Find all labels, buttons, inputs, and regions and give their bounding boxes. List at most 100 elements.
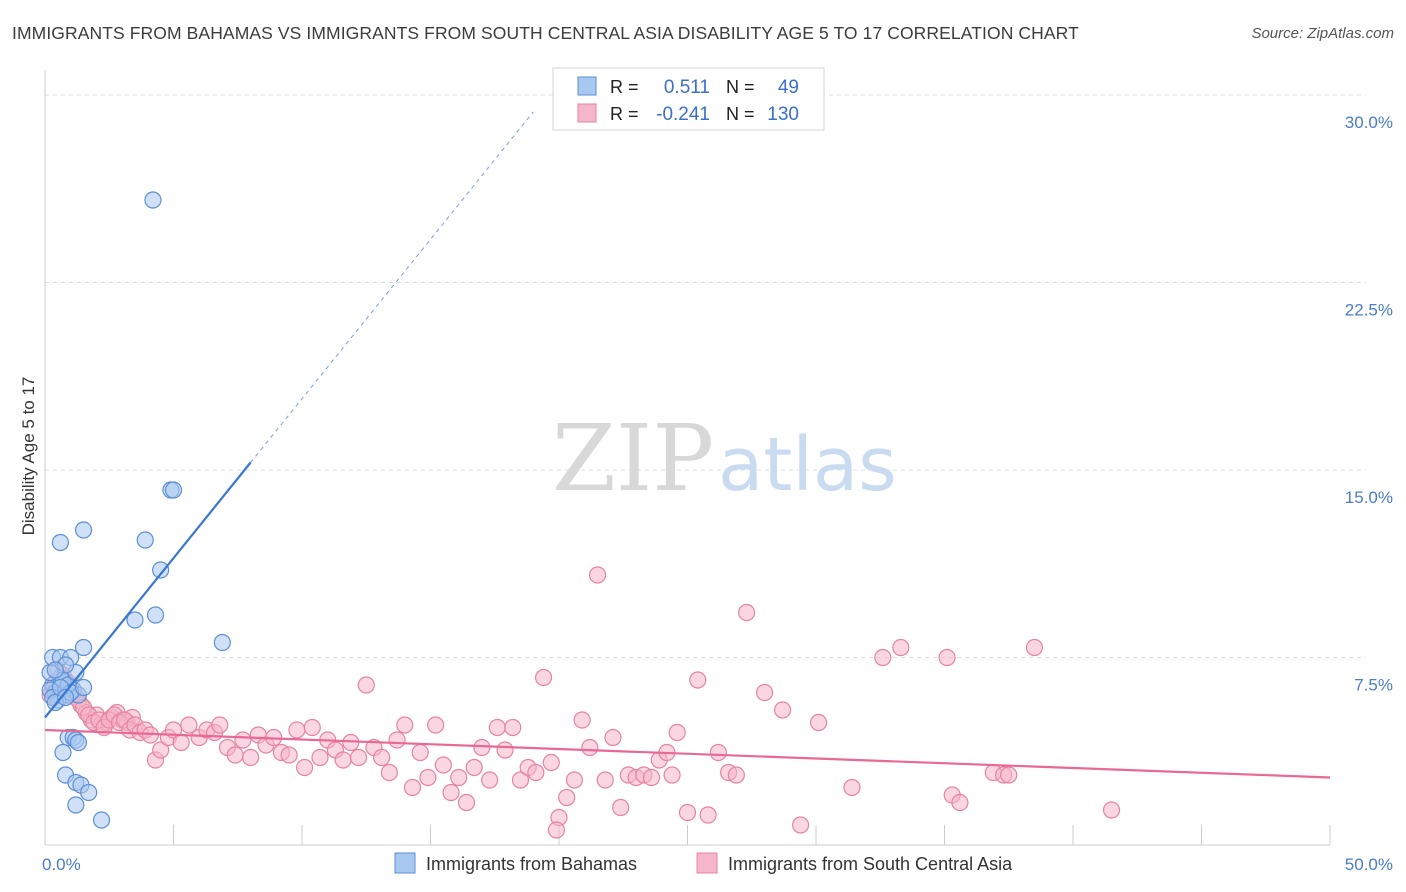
legend-label-south-central-asia: Immigrants from South Central Asia bbox=[728, 854, 1013, 874]
south-central-asia-point-95 bbox=[588, 566, 607, 584]
south-central-asia-point-120 bbox=[892, 638, 910, 657]
legend-label-bahamas: Immigrants from Bahamas bbox=[426, 854, 637, 874]
south-central-asia-point-55 bbox=[280, 746, 298, 764]
bahamas-point-19 bbox=[56, 688, 75, 707]
south-central-asia-point-73 bbox=[419, 768, 437, 787]
south-central-asia-point-129 bbox=[547, 821, 566, 839]
bahamas-point-40 bbox=[67, 796, 85, 814]
south-central-asia-point-128 bbox=[1102, 801, 1121, 819]
south-central-asia-point-64 bbox=[349, 748, 368, 767]
south-central-asia-point-113 bbox=[738, 603, 756, 622]
south-central-asia-point-96 bbox=[596, 771, 614, 789]
chart-title: IMMIGRANTS FROM BAHAMAS VS IMMIGRANTS FR… bbox=[12, 23, 1079, 43]
south-central-asia-point-110 bbox=[709, 743, 727, 762]
stats-r-value-blue: 0.511 bbox=[664, 77, 710, 98]
source-credit: Source: ZipAtlas.com bbox=[1251, 25, 1394, 42]
bahamas-point-41 bbox=[92, 811, 111, 829]
south-central-asia-point-88 bbox=[534, 668, 553, 687]
bahamas-point-48 bbox=[213, 633, 231, 652]
bahamas-point-42 bbox=[126, 611, 144, 629]
south-central-asia-point-106 bbox=[668, 723, 686, 742]
bahamas-point-39 bbox=[80, 783, 98, 802]
tick-labels: 7.5% 15.0% 22.5% 30.0% 0.0% 50.0% bbox=[42, 113, 1393, 874]
series-bahamas bbox=[41, 191, 231, 829]
south-central-asia-point-62 bbox=[334, 751, 352, 769]
trend-line-bahamas bbox=[44, 461, 252, 719]
south-central-asia-point-42 bbox=[180, 716, 198, 734]
south-central-asia-point-70 bbox=[396, 716, 414, 734]
series-legend: Immigrants from Bahamas Immigrants from … bbox=[394, 852, 1013, 874]
south-central-asia-point-91 bbox=[558, 788, 576, 807]
south-central-asia-point-56 bbox=[288, 721, 306, 739]
bahamas-point-47 bbox=[164, 481, 183, 499]
y-tick-label-3: 30.0% bbox=[1345, 113, 1393, 132]
south-central-asia-point-74 bbox=[427, 716, 445, 734]
bahamas-point-27 bbox=[46, 661, 64, 679]
stats-r-label-pink: R = bbox=[610, 104, 639, 124]
y-tick-label-0: 7.5% bbox=[1354, 676, 1393, 695]
bahamas-point-34 bbox=[69, 733, 88, 752]
south-central-asia-point-102 bbox=[642, 768, 661, 787]
south-central-asia-point-115 bbox=[773, 701, 792, 719]
bahamas-point-49 bbox=[144, 191, 162, 209]
trend-line-bahamas-extension bbox=[250, 111, 534, 463]
grid-lines bbox=[45, 94, 1366, 658]
stats-n-label-pink: N = bbox=[726, 104, 755, 124]
south-central-asia-point-84 bbox=[504, 718, 522, 737]
stats-n-value-blue: 49 bbox=[778, 77, 799, 98]
south-central-asia-point-78 bbox=[457, 793, 476, 812]
south-central-asia-point-72 bbox=[411, 743, 429, 762]
stats-n-label-blue: N = bbox=[726, 77, 755, 97]
stats-swatch-blue bbox=[577, 76, 597, 96]
bahamas-point-35 bbox=[54, 743, 72, 762]
stats-n-value-pink: 130 bbox=[767, 104, 799, 125]
south-central-asia-point-85 bbox=[511, 771, 530, 789]
south-central-asia-point-123 bbox=[951, 793, 969, 812]
south-central-asia-point-59 bbox=[311, 748, 329, 767]
south-central-asia-point-108 bbox=[689, 671, 707, 689]
trend-line-south-central-asia bbox=[44, 728, 1331, 779]
south-central-asia-point-117 bbox=[809, 713, 828, 732]
south-central-asia-point-83 bbox=[496, 741, 514, 759]
south-central-asia-point-127 bbox=[1025, 638, 1044, 657]
bahamas-point-29 bbox=[74, 521, 93, 539]
south-central-asia-point-38 bbox=[152, 741, 170, 759]
south-central-asia-point-112 bbox=[727, 766, 745, 784]
y-tick-label-2: 22.5% bbox=[1345, 301, 1393, 320]
south-central-asia-point-58 bbox=[303, 718, 321, 737]
south-central-asia-point-89 bbox=[542, 753, 560, 772]
south-central-asia-point-107 bbox=[678, 803, 697, 822]
south-central-asia-point-114 bbox=[755, 683, 774, 702]
south-central-asia-point-48 bbox=[226, 746, 244, 764]
south-central-asia-point-97 bbox=[604, 728, 622, 747]
south-central-asia-point-82 bbox=[488, 718, 506, 737]
bahamas-point-43 bbox=[146, 606, 165, 624]
y-axis-label: Disability Age 5 to 17 bbox=[19, 377, 38, 536]
south-central-asia-point-69 bbox=[388, 731, 406, 749]
stats-box-frame bbox=[552, 67, 825, 131]
trend-lines bbox=[44, 111, 1331, 779]
south-central-asia-point-57 bbox=[295, 758, 314, 777]
south-central-asia-point-65 bbox=[357, 676, 375, 694]
bahamas-point-45 bbox=[152, 561, 170, 579]
x-tick-label-0: 0.0% bbox=[42, 855, 81, 874]
legend-swatch-bahamas bbox=[394, 852, 416, 874]
south-central-asia-point-87 bbox=[527, 763, 545, 782]
south-central-asia-point-126 bbox=[1000, 766, 1018, 784]
south-central-asia-point-119 bbox=[874, 648, 892, 667]
south-central-asia-point-109 bbox=[699, 806, 717, 824]
bahamas-point-44 bbox=[136, 531, 154, 549]
south-central-asia-point-67 bbox=[373, 748, 391, 767]
south-central-asia-point-116 bbox=[791, 816, 810, 834]
south-central-asia-point-94 bbox=[581, 738, 599, 757]
south-central-asia-point-46 bbox=[211, 716, 229, 734]
watermark-atlas: atlas bbox=[718, 422, 897, 508]
stats-legend-box: R = 0.511 N = 49 R = -0.241 N = 130 bbox=[552, 67, 825, 131]
stats-r-value-pink: -0.241 bbox=[656, 104, 710, 125]
y-tick-label-1: 15.0% bbox=[1345, 488, 1393, 507]
stats-swatch-pink bbox=[577, 103, 597, 123]
south-central-asia-point-75 bbox=[434, 756, 452, 774]
south-central-asia-point-93 bbox=[573, 711, 591, 729]
south-central-asia-point-118 bbox=[843, 778, 861, 797]
